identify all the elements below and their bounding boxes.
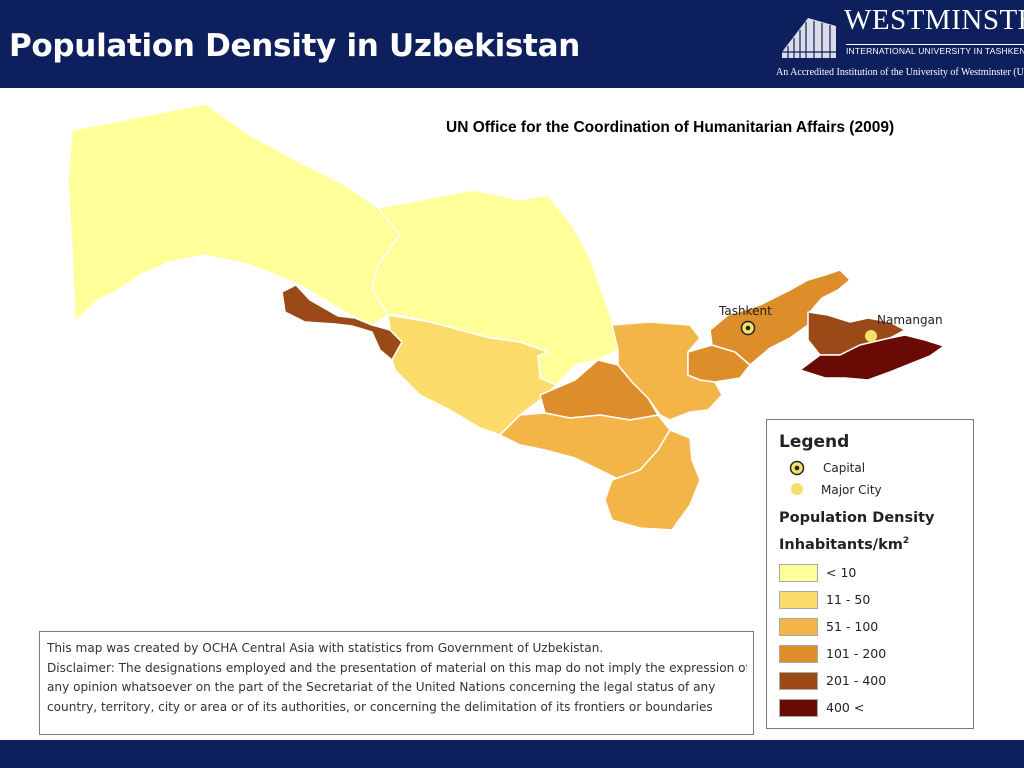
legend-units: Inhabitants/km2: [779, 536, 909, 553]
legend-class-label: 201 - 400: [826, 673, 887, 688]
building-emblem-icon: [782, 18, 836, 58]
tashkent-capital-icon: [740, 320, 756, 336]
legend-class-label: 101 - 200: [826, 646, 887, 661]
region-namangan: [807, 311, 906, 356]
legend-swatch: [779, 564, 818, 582]
legend-capital-label: Capital: [823, 461, 866, 475]
legend-units-superscript: 2: [902, 536, 910, 546]
namangan-major-city-icon: [865, 330, 877, 342]
logo-accreditation: An Accredited Institution of the Univers…: [776, 67, 1024, 78]
region-fergana-andijan: [799, 334, 945, 381]
legend-heading: Population Density: [779, 510, 935, 526]
legend-class-label: 51 - 100: [826, 619, 879, 634]
major-city-icon: [791, 483, 803, 495]
map-legend: Legend Capital Major City Population Den…: [766, 419, 974, 729]
legend-swatch: [779, 591, 818, 609]
logo-name: WESTMINSTER: [844, 4, 1024, 36]
legend-class-label: < 10: [826, 565, 857, 580]
city-label-major-city: Namangan: [877, 313, 943, 327]
disclaimer-box: This map was created by OCHA Central Asi…: [39, 631, 754, 735]
footer-bar: [0, 740, 1024, 768]
header-bar: Population Density in Uzbekistan WESTMIN…: [0, 0, 1024, 88]
legend-swatch: [779, 645, 818, 663]
capital-icon: [789, 460, 805, 476]
legend-title: Legend: [779, 432, 850, 452]
region-bukhara: [387, 314, 557, 436]
legend-swatch: [779, 672, 818, 690]
legend-swatch: [779, 699, 818, 717]
source-title: UN Office for the Coordination of Humani…: [446, 119, 895, 136]
city-label-capital: Tashkent: [719, 304, 772, 318]
legend-swatch: [779, 618, 818, 636]
legend-major-city-label: Major City: [821, 483, 882, 497]
logo-subtitle: INTERNATIONAL UNIVERSITY IN TASHKENT: [846, 44, 1024, 56]
region-jizzakh: [611, 321, 723, 421]
legend-class-label: 400 <: [826, 700, 865, 715]
region-tashkent: [709, 269, 851, 366]
university-logo: WESTMINSTER INTERNATIONAL UNIVERSITY IN …: [776, 4, 1024, 82]
legend-class-label: 11 - 50: [826, 592, 871, 607]
disclaimer-line: Disclaimer: The designations employed an…: [47, 660, 747, 675]
disclaimer-line: This map was created by OCHA Central Asi…: [47, 641, 604, 655]
legend-units-text: Inhabitants/km: [779, 536, 903, 553]
slide-title: Population Density in Uzbekistan: [9, 28, 580, 64]
region-karakalpakstan: [67, 103, 401, 326]
uzbekistan-map: [67, 103, 945, 531]
region-surkhandarya: [604, 429, 701, 531]
disclaimer-line: country, territory, city or area or of i…: [47, 699, 713, 714]
disclaimer-line: any opinion whatsoever on the part of th…: [47, 680, 716, 694]
